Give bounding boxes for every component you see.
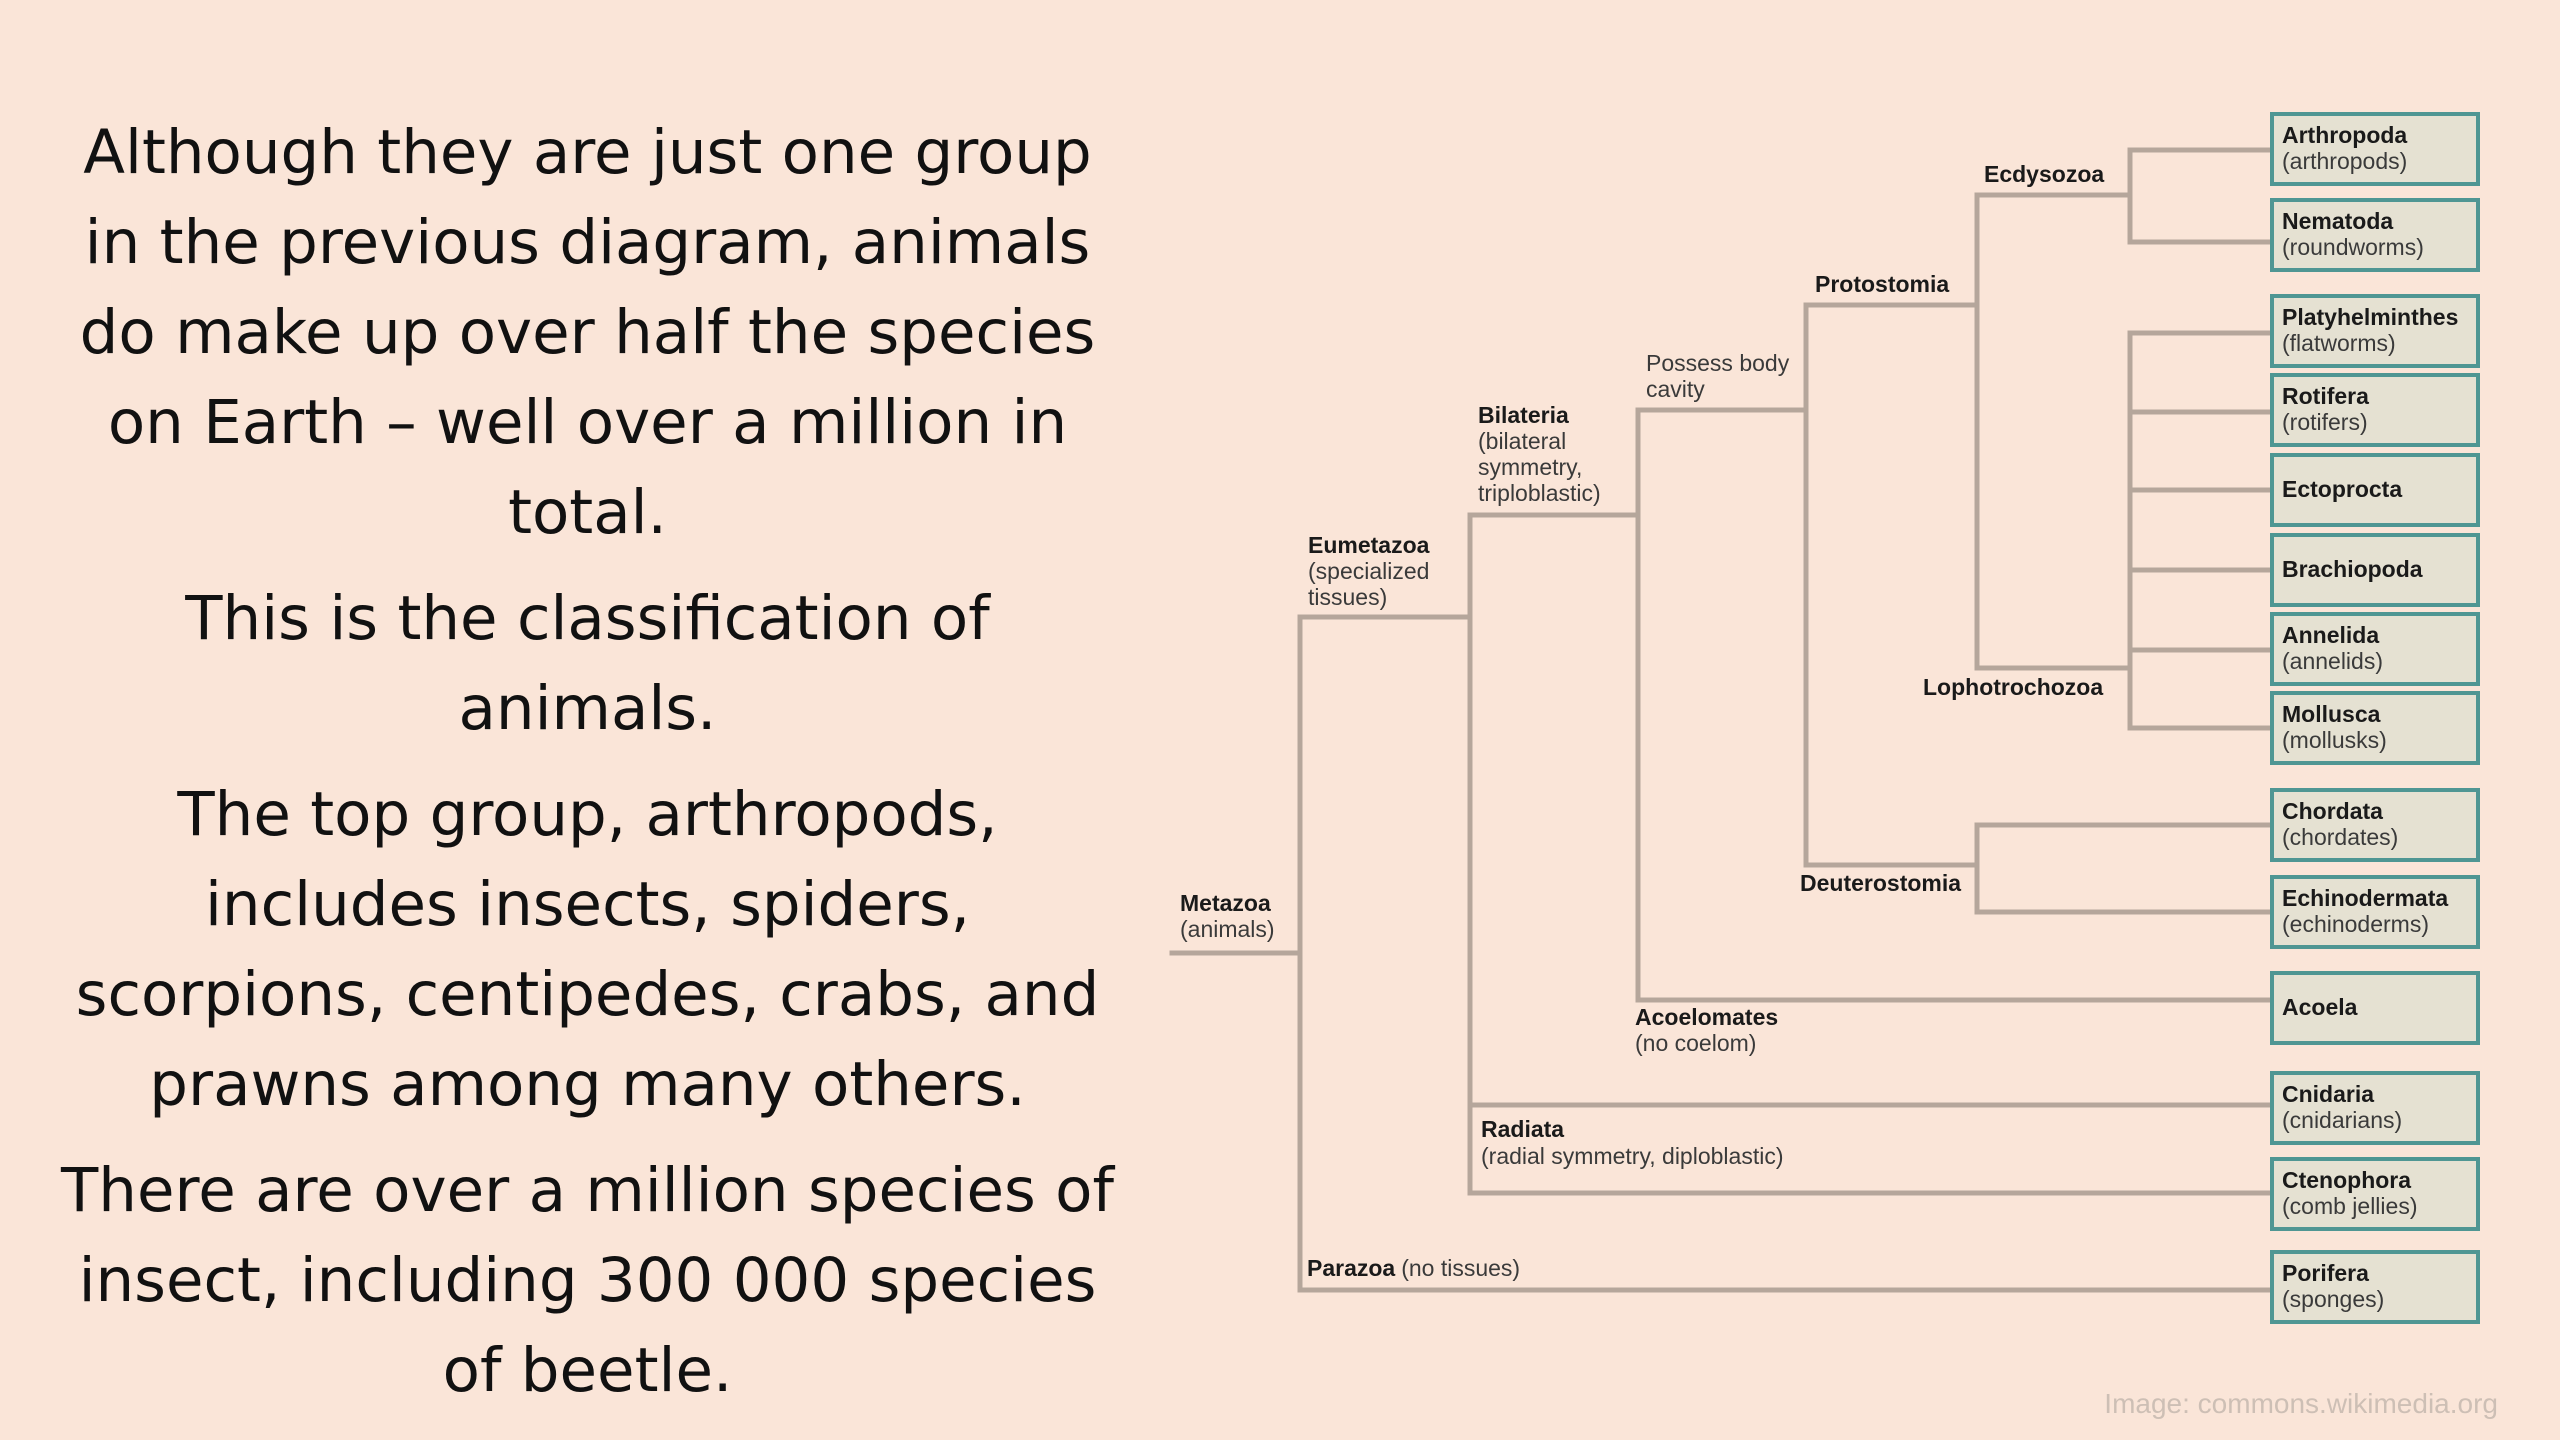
- leaf-platyhelminthes-name: Platyhelminthes: [2282, 304, 2458, 330]
- tree-branches: [1169, 147, 2275, 1293]
- leaf-porifera-name: Porifera: [2282, 1260, 2369, 1286]
- leaf-cnidaria-desc: (cnidarians): [2282, 1107, 2402, 1133]
- leaf-arthropoda-desc: (arthropods): [2282, 148, 2407, 174]
- leaf-acoela-name: Acoela: [2282, 994, 2358, 1020]
- leaf-ctenophora: Ctenophora (comb jellies): [2270, 1157, 2480, 1231]
- node-metazoa-name: Metazoa: [1180, 890, 1271, 916]
- leaf-porifera-desc: (sponges): [2282, 1286, 2384, 1312]
- node-bilateria-name: Bilateria: [1478, 402, 1569, 428]
- paragraph-classification: This is the classification of animals.: [185, 583, 990, 744]
- leaf-annelida: Annelida (annelids): [2270, 612, 2480, 686]
- node-deuterostomia-name: Deuterostomia: [1800, 870, 1961, 896]
- leaf-porifera: Porifera (sponges): [2270, 1250, 2480, 1324]
- node-bilateria-desc: triploblastic): [1478, 480, 1601, 506]
- leaf-echinodermata: Echinodermata (echinoderms): [2270, 875, 2480, 949]
- image-credit: Image: commons.wikimedia.org: [2104, 1388, 2498, 1419]
- node-bilateria-desc: symmetry,: [1478, 454, 1582, 480]
- node-radiata: Radiata (radial symmetry, diploblastic): [1481, 1116, 1783, 1169]
- leaf-nematoda-name: Nematoda: [2282, 208, 2393, 234]
- node-body-cavity: Possess body cavity: [1646, 350, 1790, 402]
- leaf-acoela: Acoela: [2270, 971, 2480, 1045]
- slide-text: Although they are just one group in the …: [50, 108, 1125, 1416]
- node-ecdysozoa-name: Ecdysozoa: [1984, 161, 2104, 187]
- leaf-chordata-name: Chordata: [2282, 798, 2383, 824]
- node-radiata-name: Radiata: [1481, 1116, 1564, 1142]
- leaf-cnidaria-name: Cnidaria: [2282, 1081, 2374, 1107]
- node-radiata-desc: (radial symmetry, diploblastic): [1481, 1143, 1783, 1169]
- leaf-platyhelminthes: Platyhelminthes (flatworms): [2270, 294, 2480, 368]
- node-eumetazoa-name: Eumetazoa: [1308, 532, 1430, 558]
- node-bilateria: Bilateria (bilateral symmetry, triplobla…: [1478, 402, 1601, 506]
- leaf-chordata: Chordata (chordates): [2270, 788, 2480, 862]
- paragraph-intro: Although they are just one group in the …: [79, 117, 1096, 548]
- node-lophotrochozoa-name: Lophotrochozoa: [1923, 674, 2103, 700]
- node-eumetazoa: Eumetazoa (specialized tissues): [1308, 532, 1430, 610]
- leaf-brachiopoda: Brachiopoda: [2270, 533, 2480, 607]
- leaf-mollusca-name: Mollusca: [2282, 701, 2381, 727]
- leaf-echinodermata-desc: (echinoderms): [2282, 911, 2429, 937]
- node-parazoa: Parazoa (no tissues): [1307, 1255, 1520, 1281]
- leaf-mollusca-desc: (mollusks): [2282, 727, 2387, 753]
- node-protostomia-name: Protostomia: [1815, 271, 1949, 297]
- node-acoelomates-name: Acoelomates: [1635, 1004, 1778, 1030]
- leaf-echinodermata-name: Echinodermata: [2282, 885, 2448, 911]
- leaf-ctenophora-name: Ctenophora: [2282, 1167, 2411, 1193]
- node-lophotrochozoa: Lophotrochozoa: [1923, 674, 2103, 700]
- leaf-cnidaria: Cnidaria (cnidarians): [2270, 1071, 2480, 1145]
- leaf-nematoda: Nematoda (roundworms): [2270, 198, 2480, 272]
- paragraph-arthropods: The top group, arthropods, includes inse…: [75, 779, 1100, 1120]
- node-body-cavity-desc: Possess body: [1646, 350, 1790, 376]
- node-parazoa-name: Parazoa: [1307, 1255, 1395, 1281]
- node-metazoa: Metazoa (animals): [1180, 890, 1275, 942]
- leaf-annelida-name: Annelida: [2282, 622, 2379, 648]
- leaf-rotifera: Rotifera (rotifers): [2270, 373, 2480, 447]
- leaf-rotifera-name: Rotifera: [2282, 383, 2369, 409]
- leaf-ctenophora-desc: (comb jellies): [2282, 1193, 2417, 1219]
- node-bilateria-desc: (bilateral: [1478, 428, 1566, 454]
- node-eumetazoa-desc: tissues): [1308, 584, 1387, 610]
- node-parazoa-desc: (no tissues): [1401, 1255, 1520, 1281]
- leaf-arthropoda-name: Arthropoda: [2282, 122, 2407, 148]
- leaf-brachiopoda-name: Brachiopoda: [2282, 556, 2423, 582]
- node-eumetazoa-desc: (specialized: [1308, 558, 1429, 584]
- leaf-annelida-desc: (annelids): [2282, 648, 2383, 674]
- node-protostomia: Protostomia: [1815, 271, 1949, 297]
- leaf-ectoprocta-name: Ectoprocta: [2282, 476, 2402, 502]
- node-acoelomates: Acoelomates (no coelom): [1635, 1004, 1778, 1056]
- leaf-arthropoda: Arthropoda (arthropods): [2270, 112, 2480, 186]
- node-deuterostomia: Deuterostomia: [1800, 870, 1961, 896]
- node-metazoa-desc: (animals): [1180, 916, 1275, 942]
- leaf-rotifera-desc: (rotifers): [2282, 409, 2368, 435]
- leaf-nematoda-desc: (roundworms): [2282, 234, 2424, 260]
- leaf-ectoprocta: Ectoprocta: [2270, 453, 2480, 527]
- node-parazoa-label: Parazoa (no tissues): [1307, 1255, 1520, 1281]
- node-acoelomates-desc: (no coelom): [1635, 1030, 1756, 1056]
- paragraph-insects: There are over a million species of inse…: [61, 1155, 1114, 1406]
- leaf-mollusca: Mollusca (mollusks): [2270, 691, 2480, 765]
- node-ecdysozoa: Ecdysozoa: [1984, 161, 2104, 187]
- leaf-chordata-desc: (chordates): [2282, 824, 2398, 850]
- node-body-cavity-desc: cavity: [1646, 376, 1705, 402]
- leaf-platyhelminthes-desc: (flatworms): [2282, 330, 2396, 356]
